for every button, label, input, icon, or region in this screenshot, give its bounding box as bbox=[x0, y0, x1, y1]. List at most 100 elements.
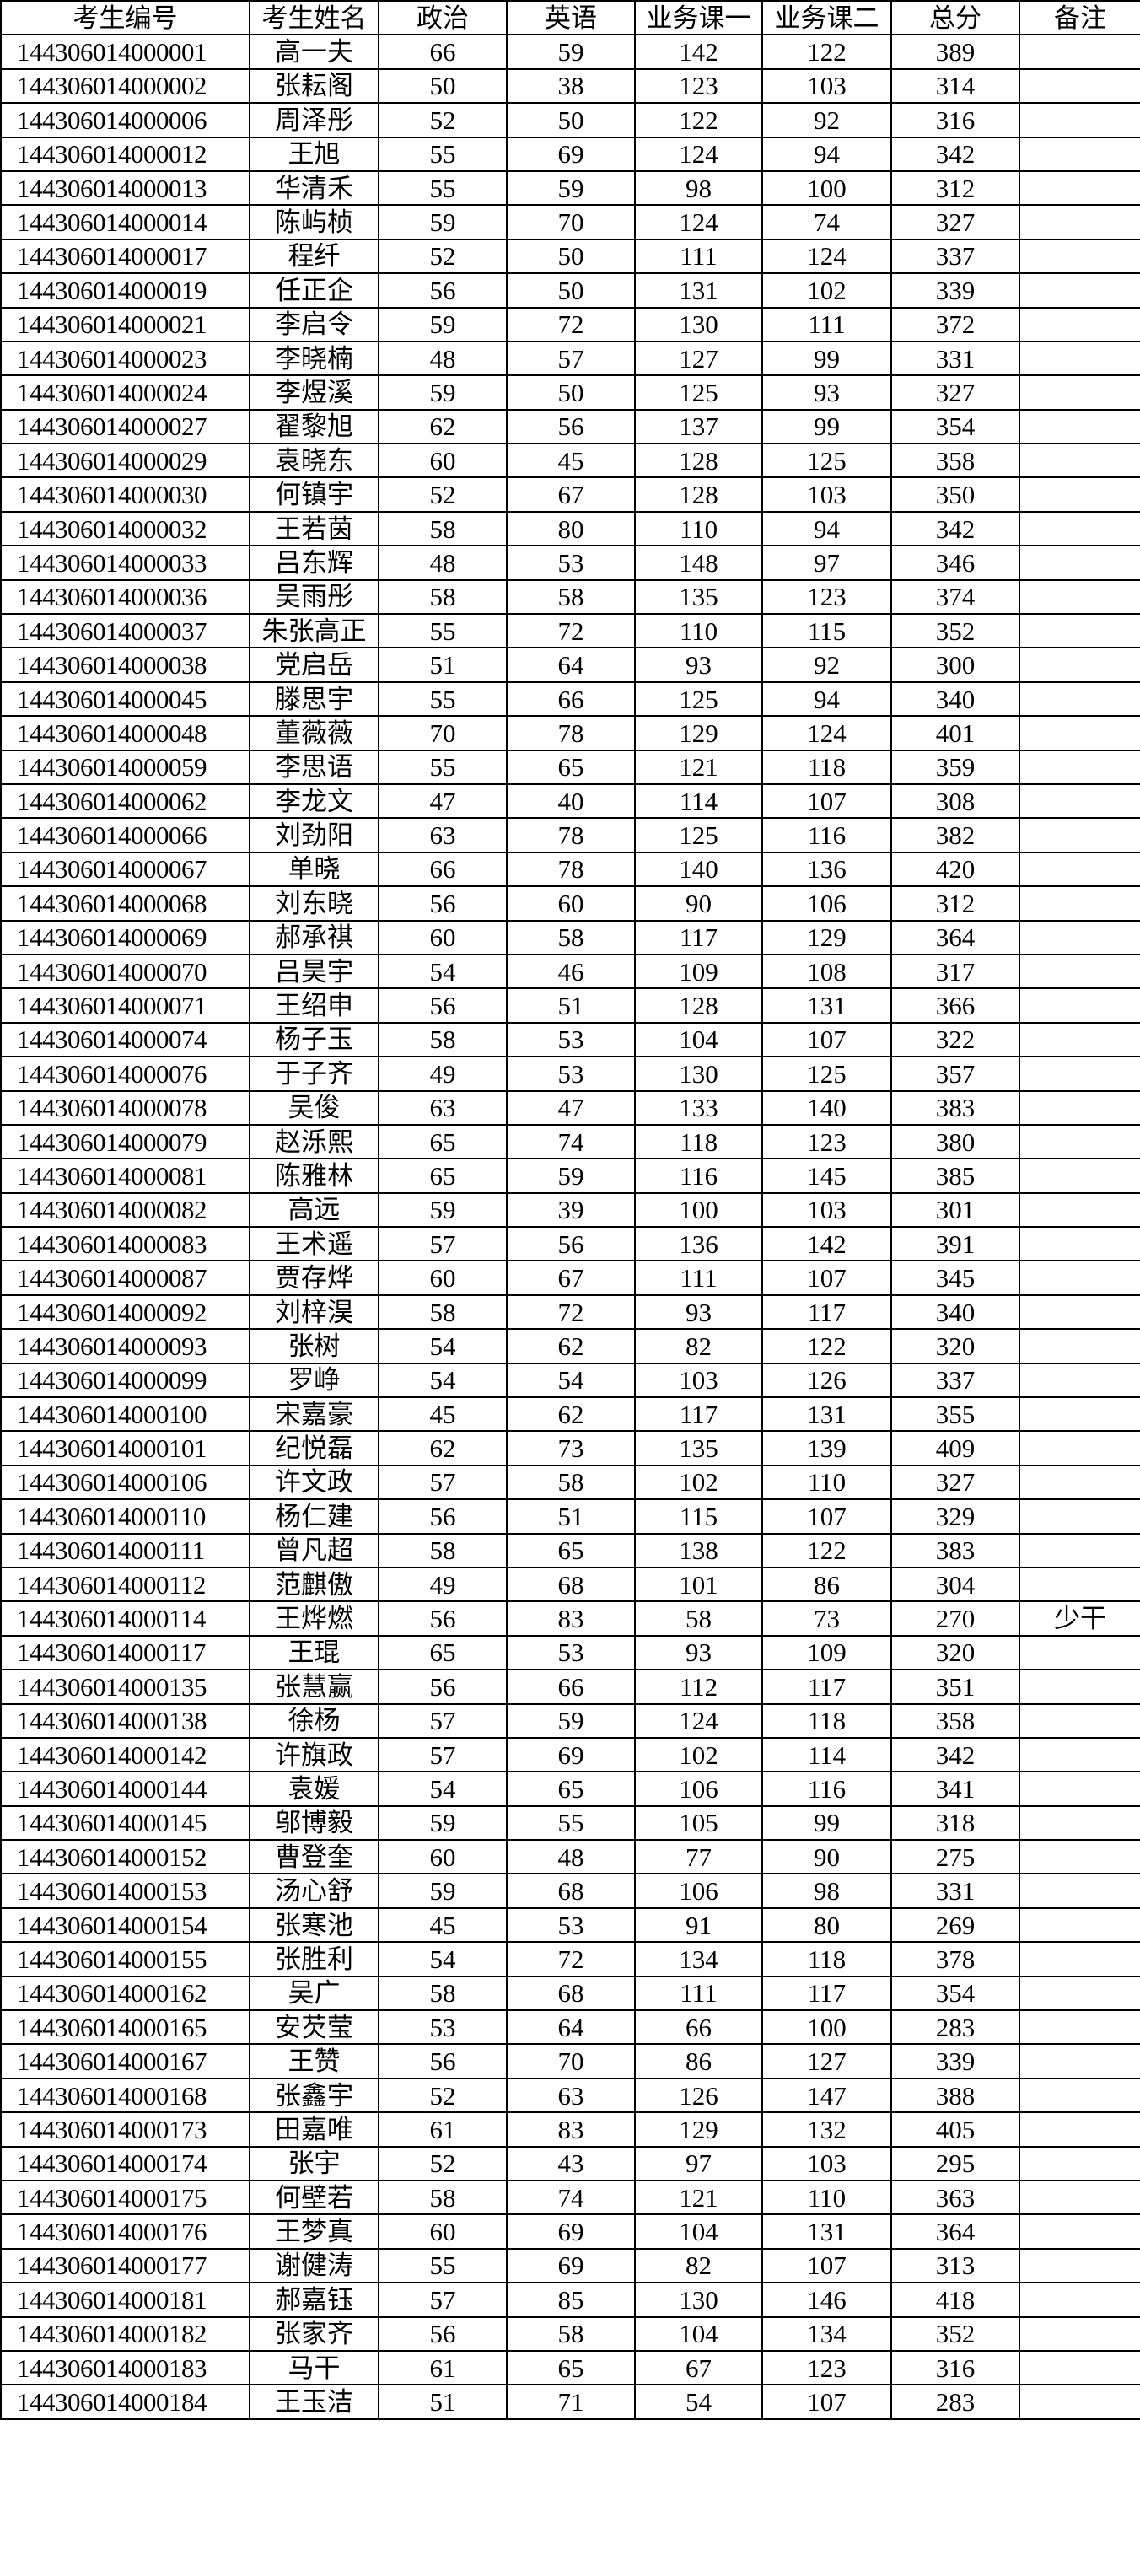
politics-cell: 60 bbox=[378, 443, 508, 479]
candidate-name-cell: 吴俊 bbox=[249, 1089, 379, 1126]
table-row: 144306014000038 党启岳 51 64 93 92 300 bbox=[0, 647, 1140, 683]
table-body: 144306014000001 高一夫 66 59 142 122 389 144306014… bbox=[0, 34, 1140, 2420]
candidate-name-cell: 王绍申 bbox=[249, 987, 379, 1024]
subject-two-cell: 107 bbox=[761, 1498, 892, 1535]
subject-one-cell: 82 bbox=[634, 2247, 763, 2284]
remarks-cell bbox=[1019, 1328, 1140, 1364]
subject-one-cell: 100 bbox=[634, 1191, 763, 1229]
subject-two-cell: 92 bbox=[761, 647, 892, 683]
subject-two-cell: 110 bbox=[761, 2179, 892, 2216]
candidate-name-cell: 何镇宇 bbox=[249, 476, 379, 513]
politics-cell: 57 bbox=[378, 1464, 508, 1501]
header-candidate-id: 考生编号 bbox=[0, 0, 250, 36]
subject-two-cell: 122 bbox=[761, 34, 892, 70]
candidate-name-cell: 王梦真 bbox=[249, 2213, 379, 2250]
subject-one-cell: 116 bbox=[634, 1158, 763, 1194]
subject-two-cell: 103 bbox=[761, 67, 892, 105]
subject-two-cell: 126 bbox=[761, 1362, 892, 1399]
remarks-cell bbox=[1019, 715, 1140, 751]
candidate-id-cell: 144306014000019 bbox=[0, 272, 250, 309]
candidate-id-cell: 144306014000002 bbox=[0, 67, 250, 105]
politics-cell: 65 bbox=[378, 1158, 508, 1194]
politics-cell: 65 bbox=[378, 1634, 508, 1671]
candidate-name-cell: 张宇 bbox=[249, 2145, 379, 2182]
remarks-cell bbox=[1019, 2247, 1140, 2284]
total-cell: 313 bbox=[890, 2247, 1020, 2284]
total-cell: 351 bbox=[890, 1669, 1020, 1705]
candidate-id-cell: 144306014000070 bbox=[0, 953, 250, 990]
subject-two-cell: 117 bbox=[761, 1669, 892, 1705]
subject-one-cell: 105 bbox=[634, 1804, 763, 1842]
remarks-cell bbox=[1019, 680, 1140, 718]
candidate-name-cell: 王烨燃 bbox=[249, 1600, 379, 1637]
candidate-name-cell: 王玉洁 bbox=[249, 2384, 379, 2420]
table-row: 144306014000078 吴俊 63 47 133 140 383 bbox=[0, 1089, 1140, 1126]
remarks-cell bbox=[1019, 340, 1140, 377]
politics-cell: 55 bbox=[378, 749, 508, 785]
subject-two-cell: 100 bbox=[761, 2009, 892, 2046]
table-row: 144306014000013 华清禾 55 59 98 100 312 bbox=[0, 169, 1140, 207]
subject-two-cell: 147 bbox=[761, 2077, 892, 2114]
candidate-id-cell: 144306014000083 bbox=[0, 1226, 250, 1262]
candidate-name-cell: 罗峥 bbox=[249, 1362, 379, 1399]
candidate-name-cell: 高远 bbox=[249, 1191, 379, 1229]
english-cell: 62 bbox=[506, 1396, 636, 1433]
header-candidate-name: 考生姓名 bbox=[249, 0, 379, 36]
candidate-id-cell: 144306014000175 bbox=[0, 2179, 250, 2216]
english-cell: 68 bbox=[506, 1566, 636, 1603]
english-cell: 59 bbox=[506, 1158, 636, 1194]
table-row: 144306014000184 王玉洁 51 71 54 107 283 bbox=[0, 2384, 1140, 2420]
english-cell: 40 bbox=[506, 782, 636, 820]
remarks-cell bbox=[1019, 1566, 1140, 1603]
subject-two-cell: 99 bbox=[761, 340, 892, 377]
politics-cell: 58 bbox=[378, 1293, 508, 1331]
table-row: 144306014000175 何壁若 58 74 121 110 363 bbox=[0, 2179, 1140, 2216]
candidate-name-cell: 程纤 bbox=[249, 238, 379, 275]
subject-two-cell: 125 bbox=[761, 1056, 892, 1092]
candidate-id-cell: 144306014000032 bbox=[0, 510, 250, 547]
table-row: 144306014000029 袁晓东 60 45 128 125 358 bbox=[0, 443, 1140, 479]
table-row: 144306014000071 王绍申 56 51 128 131 366 bbox=[0, 987, 1140, 1024]
remarks-cell bbox=[1019, 102, 1140, 138]
remarks-cell bbox=[1019, 578, 1140, 616]
table-row: 144306014000182 张家齐 56 58 104 134 352 bbox=[0, 2315, 1140, 2352]
table-row: 144306014000079 赵泺熙 65 74 118 123 380 bbox=[0, 1123, 1140, 1160]
remarks-cell bbox=[1019, 443, 1140, 479]
subject-one-cell: 111 bbox=[634, 1260, 763, 1296]
candidate-id-cell: 144306014000100 bbox=[0, 1396, 250, 1433]
candidate-id-cell: 144306014000114 bbox=[0, 1600, 250, 1637]
subject-two-cell: 73 bbox=[761, 1600, 892, 1637]
candidate-id-cell: 144306014000176 bbox=[0, 2213, 250, 2250]
subject-one-cell: 104 bbox=[634, 2315, 763, 2352]
candidate-id-cell: 144306014000078 bbox=[0, 1089, 250, 1126]
subject-two-cell: 102 bbox=[761, 272, 892, 309]
table-row: 144306014000074 杨子玉 58 53 104 107 322 bbox=[0, 1021, 1140, 1058]
subject-one-cell: 104 bbox=[634, 1021, 763, 1058]
candidate-id-cell: 144306014000173 bbox=[0, 2111, 250, 2148]
candidate-id-cell: 144306014000152 bbox=[0, 1839, 250, 1875]
subject-two-cell: 93 bbox=[761, 374, 892, 411]
total-cell: 316 bbox=[890, 102, 1020, 138]
table-row: 144306014000087 贾存烨 60 67 111 107 345 bbox=[0, 1260, 1140, 1296]
candidate-id-cell: 144306014000014 bbox=[0, 204, 250, 240]
candidate-name-cell: 张寒池 bbox=[249, 1906, 379, 1944]
candidate-id-cell: 144306014000013 bbox=[0, 169, 250, 207]
candidate-name-cell: 单晓 bbox=[249, 851, 379, 888]
total-cell: 385 bbox=[890, 1158, 1020, 1194]
table-row: 144306014000152 曹登奎 60 48 77 90 275 bbox=[0, 1839, 1140, 1875]
subject-one-cell: 93 bbox=[634, 647, 763, 683]
table-row: 144306014000067 单晓 66 78 140 136 420 bbox=[0, 851, 1140, 888]
subject-two-cell: 123 bbox=[761, 2349, 892, 2386]
politics-cell: 51 bbox=[378, 2384, 508, 2420]
subject-two-cell: 140 bbox=[761, 1089, 892, 1126]
total-cell: 364 bbox=[890, 919, 1020, 955]
remarks-cell bbox=[1019, 2384, 1140, 2420]
table-row: 144306014000002 张耘阁 50 38 123 103 314 bbox=[0, 67, 1140, 105]
total-cell: 327 bbox=[890, 204, 1020, 240]
subject-two-cell: 103 bbox=[761, 1191, 892, 1229]
table-row: 144306014000083 王术遥 57 56 136 142 391 bbox=[0, 1226, 1140, 1262]
candidate-id-cell: 144306014000101 bbox=[0, 1430, 250, 1466]
remarks-cell bbox=[1019, 2315, 1140, 2352]
candidate-id-cell: 144306014000024 bbox=[0, 374, 250, 411]
table-row: 144306014000142 许旗政 57 69 102 114 342 bbox=[0, 1736, 1140, 1773]
